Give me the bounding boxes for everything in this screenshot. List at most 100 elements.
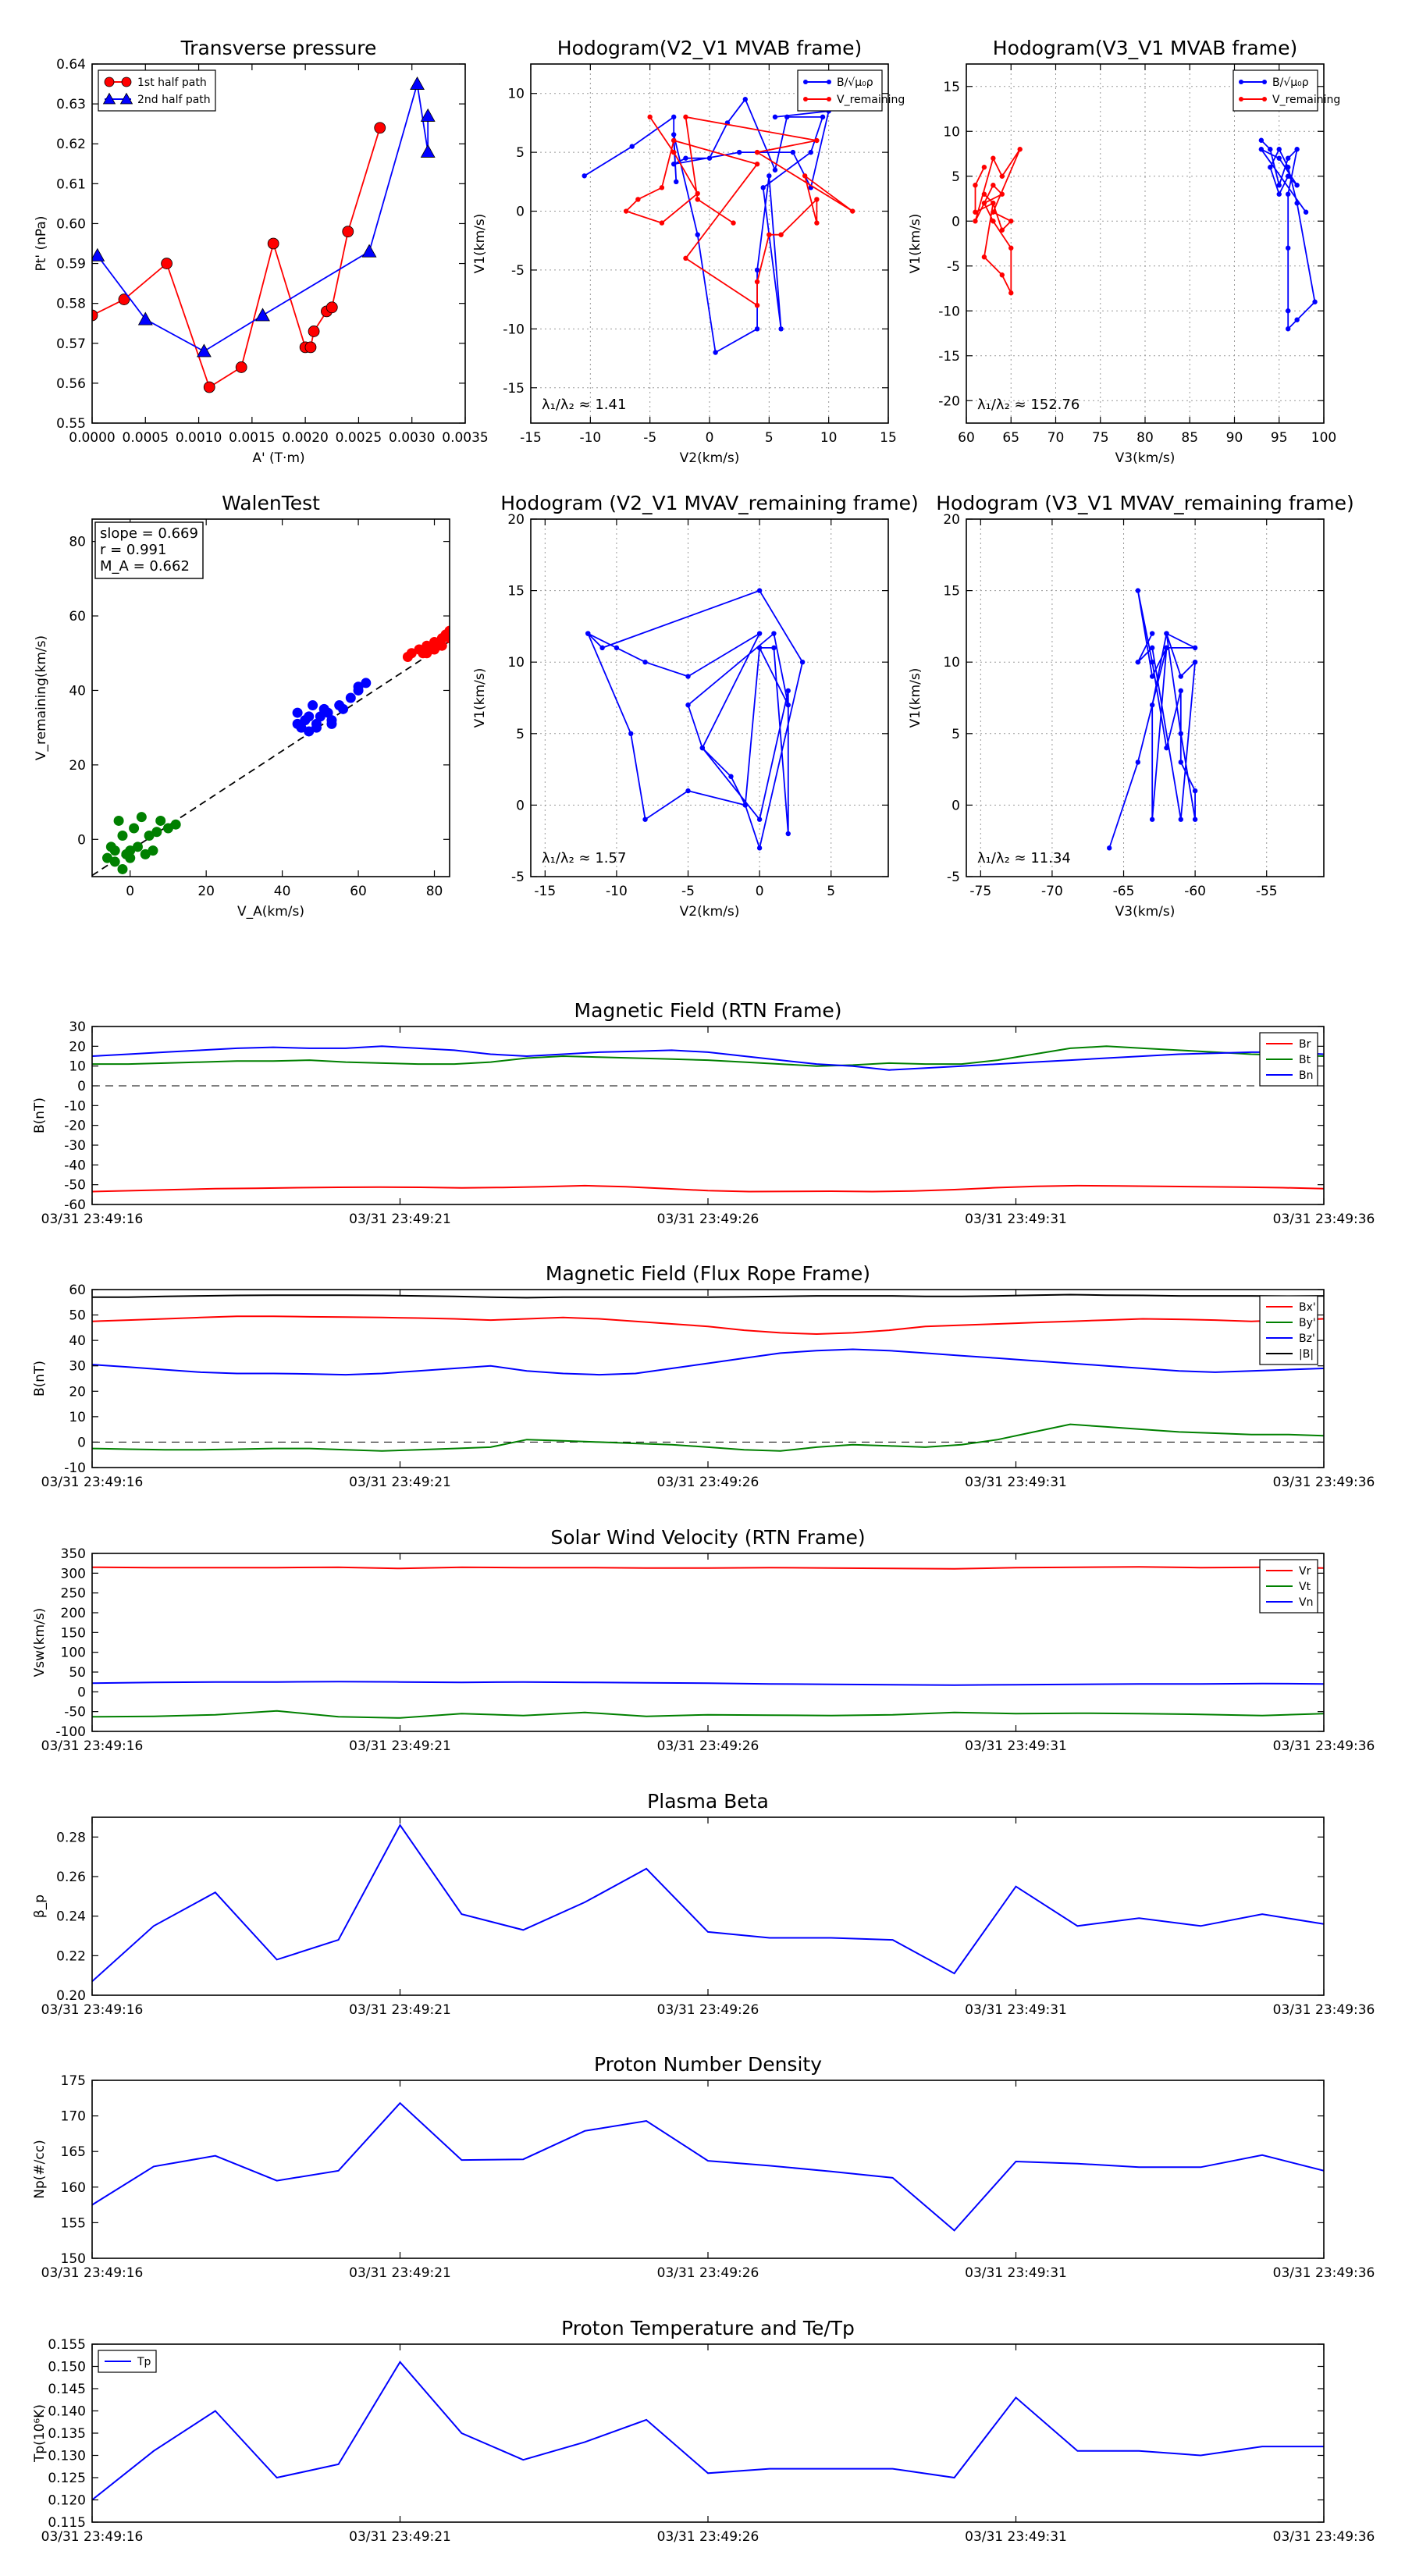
data-point bbox=[642, 817, 648, 822]
data-point bbox=[713, 350, 718, 355]
y-tick-label: 0.155 bbox=[48, 2337, 86, 2353]
data-point bbox=[683, 155, 688, 161]
data-point bbox=[1286, 155, 1291, 161]
data-point bbox=[1135, 760, 1141, 765]
eigenvalue-ratio: λ₁/λ₂ ≈ 152.76 bbox=[977, 397, 1080, 413]
x-tick-label: 0.0035 bbox=[442, 430, 488, 446]
y-tick-label: 0.115 bbox=[48, 2515, 86, 2531]
data-point bbox=[850, 208, 855, 214]
chart-proton-temperature: Proton Temperature and Te/Tp 03/31 23:49:… bbox=[32, 2317, 1375, 2545]
plot-area bbox=[92, 1566, 1324, 1719]
legend-marker bbox=[1239, 97, 1243, 101]
stats-line: r = 0.991 bbox=[100, 542, 166, 558]
x-tick-label: 03/31 23:49:31 bbox=[965, 2265, 1067, 2281]
data-point bbox=[799, 660, 806, 665]
x-tick-label: 20 bbox=[197, 884, 215, 899]
data-point bbox=[814, 137, 820, 144]
data-point bbox=[991, 201, 996, 206]
data-point bbox=[771, 645, 777, 651]
legend-marker bbox=[1239, 80, 1243, 84]
y-tick-label: 20 bbox=[69, 758, 86, 774]
legend-label: By' bbox=[1299, 1317, 1316, 1329]
data-point bbox=[140, 849, 151, 859]
data-point bbox=[767, 232, 772, 237]
data-point bbox=[614, 645, 620, 651]
chart-hodogram-v3v1-mvab: Hodogram(V3_V1 MVAB frame) 60 65 70 75 80 85 90… bbox=[908, 37, 1340, 466]
data-point bbox=[353, 681, 364, 692]
y-tick-label: 0 bbox=[77, 1685, 86, 1700]
data-point bbox=[1294, 183, 1300, 188]
y-tick-label: 5 bbox=[516, 145, 525, 161]
data-point bbox=[973, 219, 978, 224]
x-tick-label: -10 bbox=[579, 430, 601, 446]
data-point bbox=[671, 137, 677, 144]
data-point bbox=[1286, 326, 1291, 332]
data-point bbox=[1149, 702, 1155, 708]
legend-box bbox=[1232, 69, 1318, 112]
x-tick-label: 03/31 23:49:26 bbox=[657, 2002, 759, 2018]
data-point bbox=[1017, 147, 1023, 152]
data-point bbox=[92, 247, 105, 262]
data-point bbox=[981, 201, 987, 206]
y-tick-label: 150 bbox=[61, 2251, 86, 2267]
data-point bbox=[1312, 299, 1318, 304]
y-tick-label: -5 bbox=[947, 870, 960, 885]
y-tick-label: 0.56 bbox=[56, 376, 86, 392]
data-point bbox=[144, 831, 155, 841]
axes-frame bbox=[91, 1553, 1325, 1732]
x-tick-label: 03/31 23:49:16 bbox=[41, 1738, 144, 1754]
y-axis-label: V1(km/s) bbox=[472, 214, 488, 274]
y-tick-label: 155 bbox=[61, 2215, 86, 2231]
data-point bbox=[981, 191, 987, 197]
y-tick-label: 160 bbox=[61, 2180, 86, 2196]
y-tick-label: 10 bbox=[507, 87, 525, 102]
data-point bbox=[1149, 660, 1155, 665]
x-tick-label: 90 bbox=[1226, 430, 1243, 446]
data-point bbox=[308, 326, 320, 337]
y-tick-label: 0.26 bbox=[56, 1870, 86, 1885]
data-point bbox=[1008, 219, 1014, 224]
x-tick-label: 70 bbox=[1048, 430, 1065, 446]
plot-area bbox=[92, 76, 436, 393]
x-tick-label: 03/31 23:49:21 bbox=[349, 1212, 451, 1227]
legend: Br Bt Bn bbox=[1259, 1032, 1318, 1087]
data-point bbox=[1164, 645, 1169, 651]
data-point bbox=[685, 702, 691, 708]
chart-title: Proton Temperature and Te/Tp bbox=[561, 2317, 855, 2339]
series-tp-line bbox=[92, 2361, 1324, 2501]
plot-area bbox=[92, 2101, 1324, 2232]
data-point bbox=[778, 326, 784, 332]
y-tick-label: -10 bbox=[64, 1098, 86, 1114]
data-point bbox=[599, 645, 605, 651]
y-tick-label: 30 bbox=[69, 1019, 86, 1035]
y-tick-label: 200 bbox=[61, 1606, 86, 1621]
x-tick-label: -5 bbox=[643, 430, 656, 446]
y-tick-label: 175 bbox=[61, 2073, 86, 2089]
x-tick-label: 03/31 23:49:21 bbox=[349, 2529, 451, 2545]
y-tick-label: 15 bbox=[507, 584, 525, 600]
data-point bbox=[659, 220, 665, 226]
data-point bbox=[136, 812, 147, 823]
series-1-line bbox=[92, 1823, 1324, 1983]
data-point bbox=[105, 841, 116, 852]
x-tick-label: 0.0020 bbox=[282, 430, 328, 446]
series-bz--line bbox=[92, 1348, 1324, 1376]
data-point bbox=[304, 726, 315, 737]
y-tick-label: 0.62 bbox=[56, 137, 86, 152]
legend-box bbox=[797, 69, 883, 112]
data-point bbox=[101, 852, 112, 863]
chart-title: Magnetic Field (Flux Rope Frame) bbox=[546, 1262, 870, 1285]
plot-area bbox=[1107, 588, 1198, 851]
y-tick-label: 0.140 bbox=[48, 2404, 86, 2420]
data-point bbox=[1135, 660, 1141, 665]
y-tick-label: 50 bbox=[69, 1665, 86, 1681]
y-tick-label: -15 bbox=[938, 349, 960, 365]
data-point bbox=[170, 819, 181, 830]
x-tick-label: 03/31 23:49:36 bbox=[1273, 1738, 1375, 1754]
data-point bbox=[671, 161, 677, 167]
y-tick-label: 0.150 bbox=[48, 2360, 86, 2375]
legend-box bbox=[98, 69, 216, 112]
axes-frame bbox=[91, 2080, 1325, 2259]
x-tick-label: -5 bbox=[681, 884, 695, 899]
y-tick-label: 0 bbox=[951, 214, 960, 229]
